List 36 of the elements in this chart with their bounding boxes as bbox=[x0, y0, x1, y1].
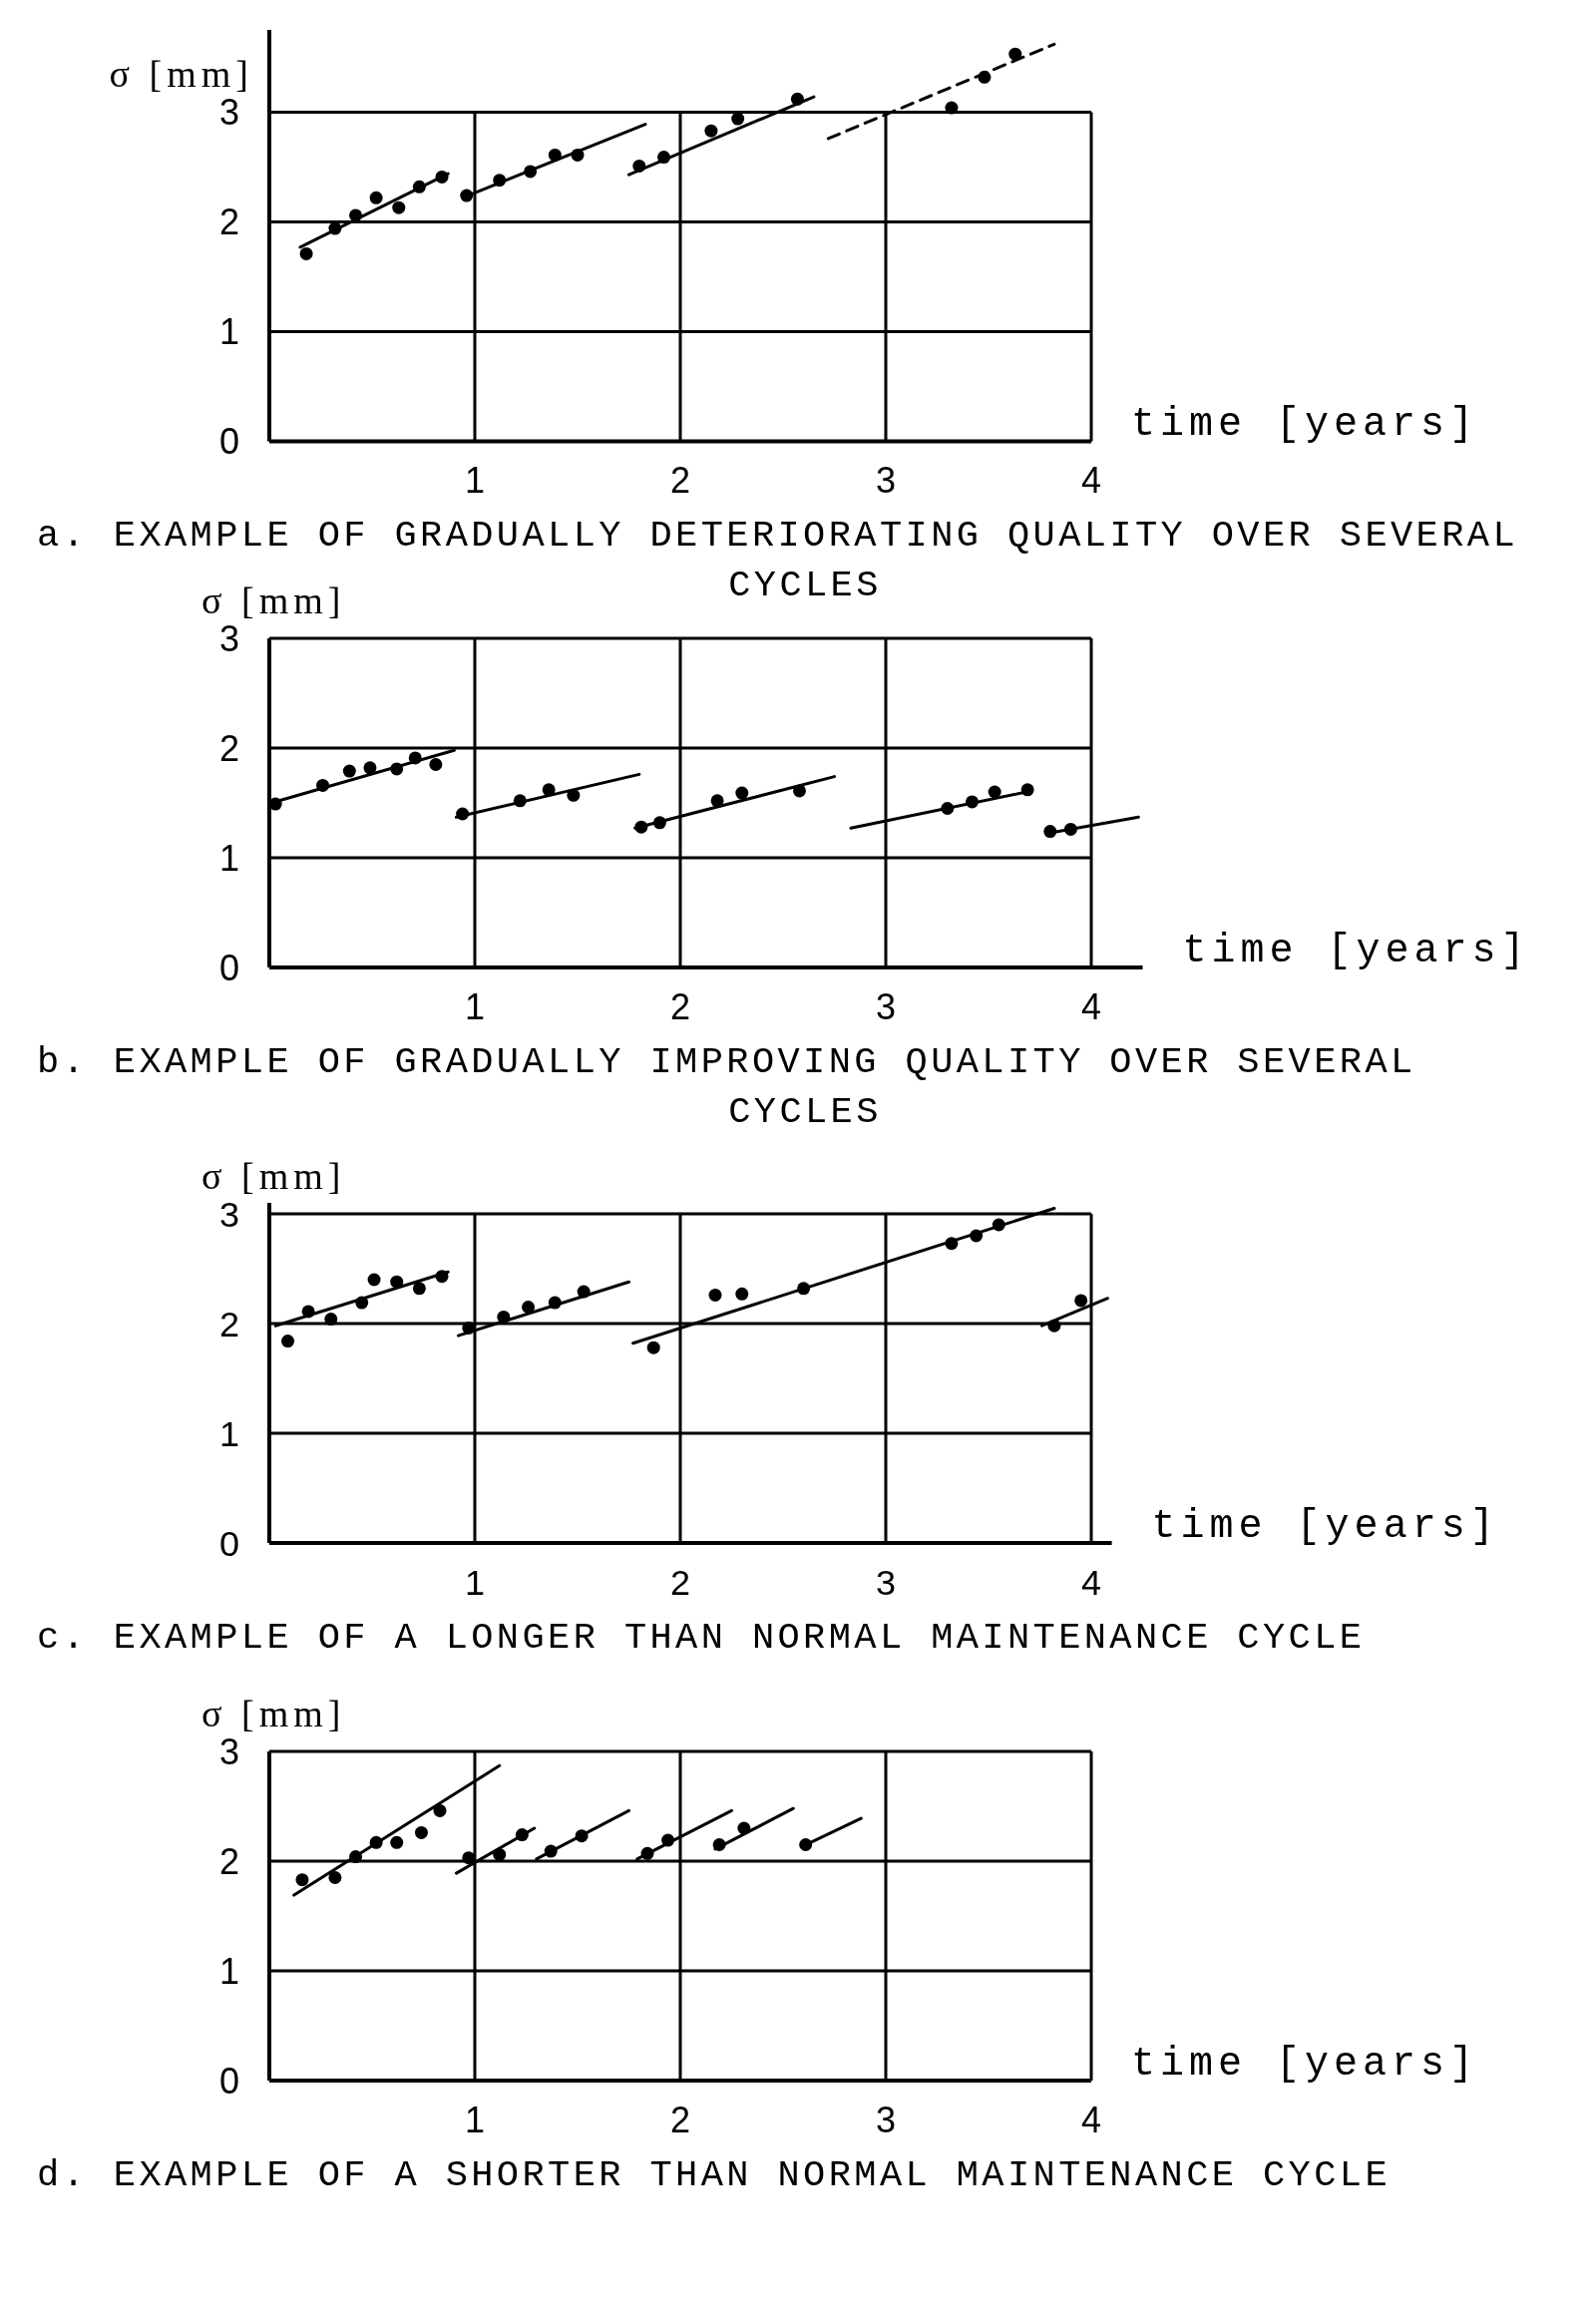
x-tick-label: 3 bbox=[875, 1561, 896, 1603]
text: b. EXAMPLE OF GRADUALLY IMPROVING QUALITY OVER SEVERAL CYCLES bbox=[37, 1040, 1417, 1135]
x-tick-label: 4 bbox=[1080, 985, 1102, 1027]
y-tick-label: 0 bbox=[218, 420, 239, 462]
x-tick-label: 4 bbox=[1080, 1561, 1101, 1603]
y-tick-label: 3 bbox=[218, 617, 239, 659]
y-tick-label: 1 bbox=[218, 837, 239, 879]
x-tick-label: 1 bbox=[464, 459, 486, 501]
x-axis-title: time [years] bbox=[1131, 401, 1479, 449]
text: d. EXAMPLE OF A SHORTER THAN NORMAL MAINTENANCE CYCLE bbox=[37, 2153, 1391, 2198]
x-tick-label: 1 bbox=[464, 1561, 486, 1603]
y-tick-label: 1 bbox=[218, 310, 239, 352]
y-tick-label: 2 bbox=[218, 1303, 239, 1344]
y-tick-label: 2 bbox=[218, 200, 239, 242]
y-tick-label: 1 bbox=[218, 1950, 239, 1992]
y-tick-label: 0 bbox=[218, 947, 239, 988]
x-tick-label: 2 bbox=[669, 1561, 690, 1603]
x-axis-title: time [years] bbox=[1151, 1503, 1499, 1551]
x-tick-label: 1 bbox=[464, 2099, 486, 2140]
x-tick-label: 4 bbox=[1080, 2099, 1102, 2140]
x-axis-title: time [years] bbox=[1182, 928, 1530, 975]
y-tick-label: 2 bbox=[218, 1840, 239, 1882]
y-tick-label: 2 bbox=[218, 727, 239, 769]
y-tick-label: 0 bbox=[218, 2060, 239, 2102]
text: c. EXAMPLE OF A LONGER THAN NORMAL MAINTENANCE CYCLE bbox=[37, 1616, 1366, 1661]
x-tick-label: 4 bbox=[1080, 459, 1102, 501]
x-tick-label: 3 bbox=[875, 2099, 897, 2140]
x-tick-label: 2 bbox=[669, 2099, 691, 2140]
x-tick-label: 2 bbox=[669, 459, 691, 501]
x-tick-label: 3 bbox=[875, 459, 897, 501]
y-tick-label: 1 bbox=[218, 1412, 239, 1454]
x-tick-label: 1 bbox=[464, 985, 486, 1027]
x-tick-label: 3 bbox=[875, 985, 897, 1027]
y-tick-label: 0 bbox=[218, 1522, 239, 1564]
x-axis-title: time [years] bbox=[1131, 2041, 1479, 2089]
x-tick-label: 2 bbox=[669, 985, 691, 1027]
